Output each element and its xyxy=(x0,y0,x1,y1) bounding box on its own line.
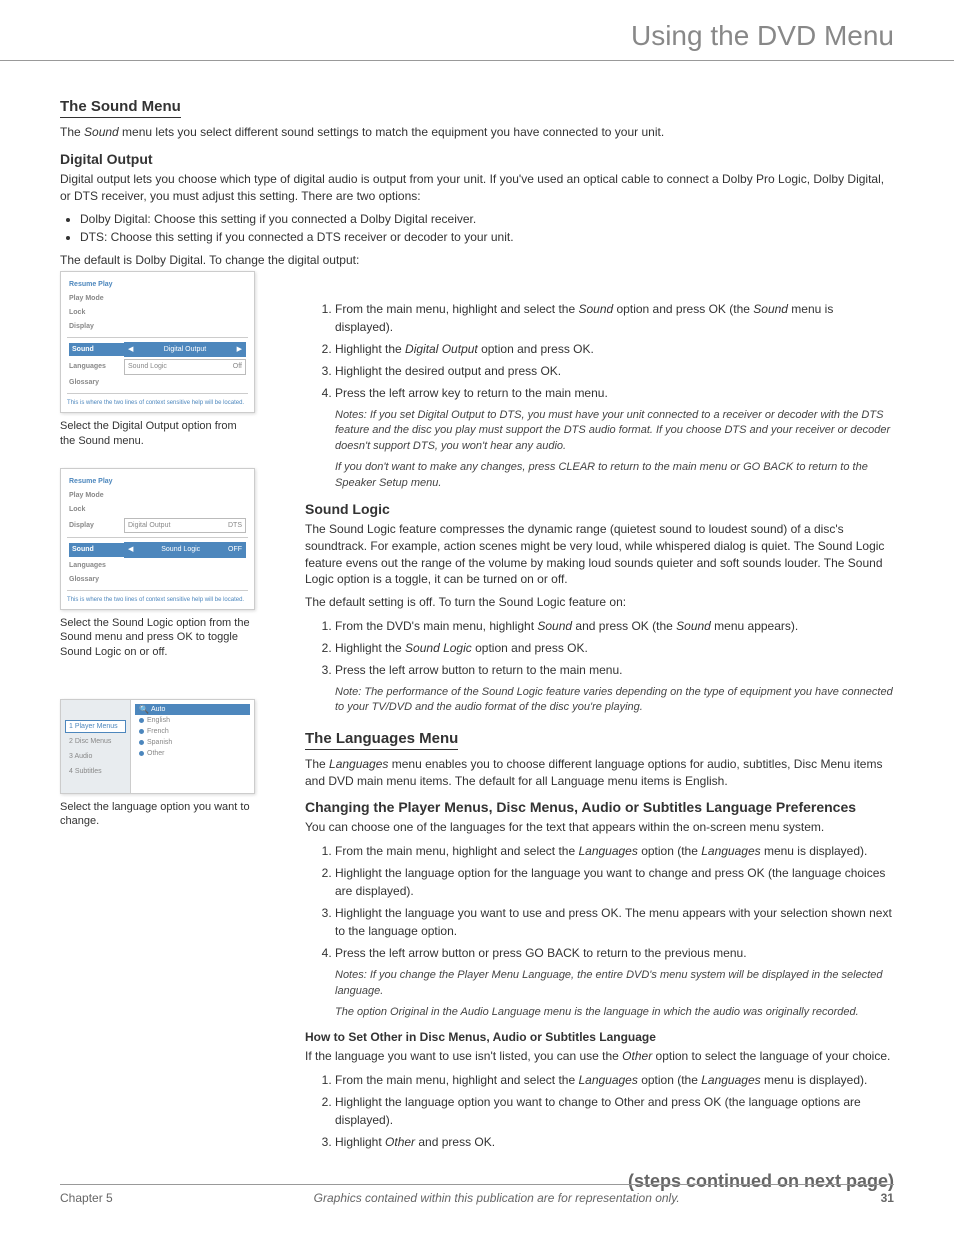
languages-menu-heading: The Languages Menu xyxy=(305,730,458,750)
set-other-steps: From the main menu, highlight and select… xyxy=(305,1071,894,1151)
page-title: Using the DVD Menu xyxy=(60,20,894,52)
digital-output-p1: Digital output lets you choose which typ… xyxy=(60,171,894,205)
caption-3: Select the language option you want to c… xyxy=(60,800,255,829)
footer-page-number: 31 xyxy=(881,1191,894,1205)
footer-disclaimer: Graphics contained within this publicati… xyxy=(314,1191,680,1205)
digital-output-heading: Digital Output xyxy=(60,151,894,167)
list-item: DTS: Choose this setting if you connecte… xyxy=(80,228,894,246)
sound-logic-p2: The default setting is off. To turn the … xyxy=(305,594,894,611)
digital-note-2: If you don't want to make any changes, p… xyxy=(335,460,894,491)
sound-logic-note: Note: The performance of the Sound Logic… xyxy=(335,685,894,716)
digital-options-list: Dolby Digital: Choose this setting if yo… xyxy=(60,210,894,246)
list-item: Highlight the language you want to use a… xyxy=(335,904,894,940)
screenshot-languages: 1 Player Menus 2 Disc Menus 3 Audio 4 Su… xyxy=(60,699,255,794)
list-item: Highlight the desired output and press O… xyxy=(335,362,894,380)
sound-menu-heading: The Sound Menu xyxy=(60,98,181,118)
sound-logic-p1: The Sound Logic feature compresses the d… xyxy=(305,521,894,588)
set-other-p1: If the language you want to use isn't li… xyxy=(305,1048,894,1065)
changing-lang-p1: You can choose one of the languages for … xyxy=(305,819,894,836)
lang-note-1: Notes: If you change the Player Menu Lan… xyxy=(335,968,894,999)
caption-2: Select the Sound Logic option from the S… xyxy=(60,616,255,659)
list-item: Highlight the Digital Output option and … xyxy=(335,340,894,358)
list-item: From the main menu, highlight and select… xyxy=(335,842,894,860)
lang-note-2: The option Original in the Audio Languag… xyxy=(335,1005,894,1020)
changing-lang-heading: Changing the Player Menus, Disc Menus, A… xyxy=(305,799,894,815)
list-item: Highlight the language option for the la… xyxy=(335,864,894,900)
list-item: Highlight the language option you want t… xyxy=(335,1093,894,1129)
sound-logic-heading: Sound Logic xyxy=(305,501,894,517)
list-item: Highlight Other and press OK. xyxy=(335,1133,894,1151)
list-item: Press the left arrow key to return to th… xyxy=(335,384,894,402)
caption-1: Select the Digital Output option from th… xyxy=(60,419,255,448)
list-item: Press the left arrow button to return to… xyxy=(335,661,894,679)
set-other-heading: How to Set Other in Disc Menus, Audio or… xyxy=(305,1030,894,1044)
page-header: Using the DVD Menu xyxy=(0,0,954,61)
list-item: Highlight the Sound Logic option and pre… xyxy=(335,639,894,657)
screenshot-sound-logic: Resume Play Play Mode Lock DisplayDigita… xyxy=(60,468,255,610)
list-item: Press the left arrow button or press GO … xyxy=(335,944,894,962)
sound-menu-section: The Sound Menu The Sound menu lets you s… xyxy=(60,98,894,275)
page-footer: Chapter 5 Graphics contained within this… xyxy=(60,1184,894,1205)
digital-output-p2: The default is Dolby Digital. To change … xyxy=(60,252,894,269)
screenshot-digital-output: Resume Play Play Mode Lock Display Sound… xyxy=(60,271,255,413)
list-item: From the main menu, highlight and select… xyxy=(335,1071,894,1089)
digital-note-1: Notes: If you set Digital Output to DTS,… xyxy=(335,408,894,454)
list-item: From the DVD's main menu, highlight Soun… xyxy=(335,617,894,635)
digital-steps: From the main menu, highlight and select… xyxy=(305,300,894,402)
right-content: From the main menu, highlight and select… xyxy=(305,300,894,1192)
list-item: From the main menu, highlight and select… xyxy=(335,300,894,336)
sound-intro: The Sound menu lets you select different… xyxy=(60,124,894,141)
footer-chapter: Chapter 5 xyxy=(60,1191,113,1205)
list-item: Dolby Digital: Choose this setting if yo… xyxy=(80,210,894,228)
changing-lang-steps: From the main menu, highlight and select… xyxy=(305,842,894,962)
sound-logic-steps: From the DVD's main menu, highlight Soun… xyxy=(305,617,894,679)
languages-intro: The Languages menu enables you to choose… xyxy=(305,756,894,790)
